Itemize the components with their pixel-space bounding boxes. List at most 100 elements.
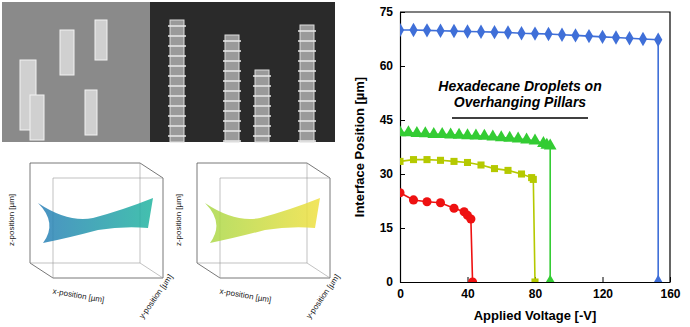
series-marker (491, 165, 498, 172)
sem-pillar (300, 25, 314, 142)
z-axis-label: z-position [µm] (7, 194, 16, 246)
surface (205, 198, 320, 243)
axis-line (401, 282, 671, 283)
plot-box (53, 178, 163, 179)
plot-box (220, 178, 330, 179)
series-marker (504, 25, 512, 39)
x-axis-title: Applied Voltage [-V] (474, 308, 597, 323)
sem-pillar-ridge (223, 60, 241, 62)
sem-pillar-ridge (168, 135, 186, 137)
sem-image-right (150, 2, 335, 142)
sem-pillar-ridge (298, 130, 316, 132)
series-marker (450, 158, 457, 165)
tick: 30 (380, 167, 405, 181)
sem-pillar-ridge (223, 40, 241, 42)
series-line (400, 160, 535, 282)
series-marker (531, 278, 538, 282)
tick-mark (400, 228, 405, 229)
sem-pillar-ridge (223, 90, 241, 92)
tick: 45 (380, 113, 405, 127)
series-marker (598, 30, 606, 44)
sem-pillar-ridge (223, 50, 241, 52)
series-marker (463, 24, 471, 38)
plot-frame (400, 12, 670, 282)
tick: 160 (660, 277, 680, 301)
sem-pillar-ridge (168, 115, 186, 117)
sem-pillar-ridge (223, 80, 241, 82)
sem-pillar-ridge (298, 90, 316, 92)
annotation-text: Hexadecane Droplets on (438, 78, 601, 94)
series-marker (490, 25, 498, 39)
series-line (400, 133, 550, 282)
tick-label: 15 (380, 221, 394, 235)
series-marker (531, 26, 539, 40)
series-marker (400, 188, 405, 197)
x-axis-label: x-position [µm] (219, 287, 272, 305)
tick-mark (400, 282, 405, 283)
series-marker (449, 204, 458, 213)
series-marker (410, 156, 417, 163)
tick-label: 40 (461, 287, 475, 301)
tick-mark (400, 120, 405, 121)
tick-mark (400, 66, 405, 67)
sem-pillar-ridge (253, 115, 271, 117)
plot-area (400, 23, 662, 282)
series-marker (400, 158, 404, 165)
sem-pillar (85, 90, 97, 135)
series-marker (544, 27, 552, 41)
plot-box (197, 263, 330, 278)
series-marker (571, 28, 579, 42)
sem-pillar-ridge (298, 40, 316, 42)
surface (38, 198, 153, 243)
sem-pillar (95, 20, 107, 60)
series-marker (436, 198, 445, 207)
series-line (400, 30, 658, 282)
sem-pillar-ridge (223, 120, 241, 122)
series-marker (409, 195, 418, 204)
tick-label: 0 (397, 287, 404, 301)
series-marker (477, 25, 485, 39)
tick-mark (603, 277, 604, 282)
sem-pillar (60, 30, 74, 75)
series-marker (409, 23, 417, 37)
series-marker (558, 27, 566, 41)
series-marker (464, 159, 471, 166)
sem-pillar-ridge (168, 105, 186, 107)
tick-mark (670, 277, 671, 282)
sem-pillar-ridge (298, 50, 316, 52)
annotation-underline (452, 117, 588, 119)
tick: 120 (593, 277, 613, 301)
y-axis: 01530456075 (380, 5, 405, 289)
tick: 15 (380, 221, 405, 235)
sem-pillar-ridge (298, 80, 316, 82)
sem-pillar-ridge (168, 125, 186, 127)
sem-pillar-ridge (223, 130, 241, 132)
tick-label: 30 (380, 167, 394, 181)
series-marker (400, 23, 404, 37)
surface-plot: z-position [µm]x-position [µm]y-position… (7, 163, 175, 321)
y-axis-label: y-position [µm] (304, 273, 341, 321)
annotation-text: Overhanging Pillars (454, 94, 586, 110)
sem-pillar-ridge (253, 75, 271, 77)
sem-pillar-ridge (298, 120, 316, 122)
series-marker (450, 24, 458, 38)
sem-pillar-ridge (168, 35, 186, 37)
series-marker (423, 23, 431, 37)
series-marker (654, 275, 662, 282)
sem-image-left (2, 2, 150, 142)
series-marker (529, 134, 542, 145)
series-marker (639, 32, 647, 46)
tick-label: 45 (380, 113, 394, 127)
tick: 80 (529, 277, 543, 301)
sem-pillar-ridge (223, 110, 241, 112)
surface-plot: z-position [µm]x-position [µm]y-position… (174, 163, 342, 321)
plot-box (30, 263, 163, 278)
series-marker (504, 167, 511, 174)
sem-pillar-ridge (298, 100, 316, 102)
sem-pillar-ridge (253, 135, 271, 137)
tick-label: 0 (386, 275, 393, 289)
series-marker (518, 170, 525, 177)
series-marker (436, 24, 444, 38)
series-marker (544, 139, 557, 150)
sem-pillar-ridge (298, 70, 316, 72)
